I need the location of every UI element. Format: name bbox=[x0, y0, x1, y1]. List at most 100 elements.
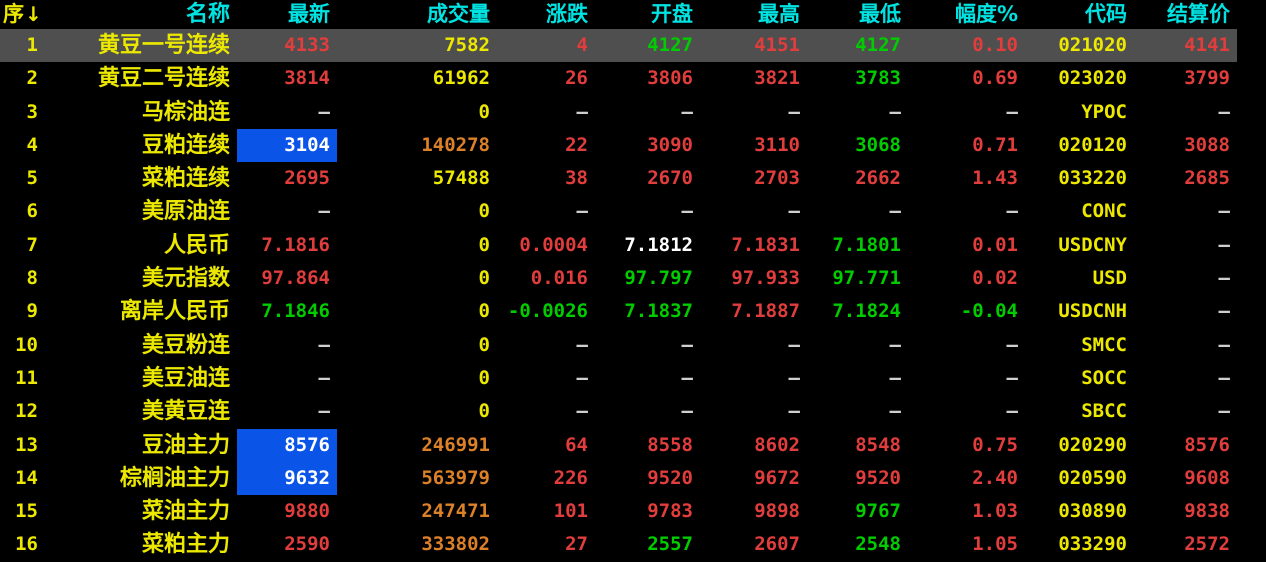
quote-row[interactable]: 4 豆粕连续 3104 140278 22 3090 3110 3068 0.71 020120 3… bbox=[0, 128, 1237, 163]
cell-seq: 7 bbox=[26, 233, 38, 256]
cell-name: 黄豆一号连续 bbox=[97, 33, 230, 58]
cell-open: — bbox=[681, 100, 693, 123]
quote-row[interactable]: 14 棕榈油主力 9632 563979 226 9520 9672 9520 2.40 0205… bbox=[0, 461, 1237, 496]
cell-latest: 97.864 bbox=[261, 267, 330, 290]
quote-row[interactable]: 13 豆油主力 8576 246991 64 8558 8602 8548 0.75 020290… bbox=[0, 428, 1237, 462]
cell-low: — bbox=[889, 400, 901, 423]
cell-settle: 8576 bbox=[1184, 433, 1230, 456]
quote-row[interactable]: 9 离岸人民币 7.1846 0 -0.0026 7.1837 7.1887 7.1824 -0… bbox=[0, 295, 1237, 328]
cell-change: -0.0026 bbox=[507, 300, 588, 323]
cell-name: 豆油主力 bbox=[141, 432, 230, 458]
col-header-low[interactable]: 最低 bbox=[859, 2, 901, 26]
cell-volume: 0 bbox=[478, 333, 490, 356]
cell-settle: 9838 bbox=[1184, 500, 1230, 523]
quote-row[interactable]: 16 菜粕主力 2590 333802 27 2557 2607 2548 1.05 033290… bbox=[0, 528, 1237, 561]
cell-volume: 61962 bbox=[432, 67, 490, 90]
cell-name: 美元指数 bbox=[141, 266, 230, 292]
cell-low: 2662 bbox=[855, 167, 901, 190]
cell-name: 离岸人民币 bbox=[119, 299, 230, 325]
cell-low: — bbox=[889, 100, 901, 123]
quote-row[interactable]: 2 黄豆二号连续 3814 61962 26 3806 3821 3783 0.69 023020… bbox=[0, 62, 1237, 95]
cell-open: — bbox=[681, 333, 693, 356]
cell-settle: 2572 bbox=[1184, 533, 1230, 556]
cell-latest: — bbox=[318, 200, 330, 223]
cell-high: 9672 bbox=[754, 466, 800, 489]
cell-change: — bbox=[576, 100, 588, 123]
cell-settle: — bbox=[1218, 333, 1230, 356]
cell-latest: 3814 bbox=[284, 67, 330, 90]
cell-seq: 5 bbox=[26, 167, 38, 190]
cell-low: 9767 bbox=[855, 500, 901, 523]
cell-high: 97.933 bbox=[731, 267, 800, 290]
cell-seq: 14 bbox=[15, 466, 38, 489]
col-header-high[interactable]: 最高 bbox=[758, 2, 800, 26]
col-header-seq[interactable]: 序↓ bbox=[3, 2, 42, 26]
cell-settle: — bbox=[1218, 400, 1230, 423]
cell-seq: 2 bbox=[26, 67, 38, 90]
col-header-settle[interactable]: 结算价 bbox=[1167, 2, 1230, 26]
cell-seq: 15 bbox=[15, 500, 38, 523]
cell-range: 0.01 bbox=[972, 233, 1018, 256]
quote-row[interactable]: 6 美原油连 — 0 — — — — — CONC — bbox=[0, 195, 1237, 228]
cell-code: 033290 bbox=[1058, 533, 1127, 556]
col-header-change[interactable]: 涨跌 bbox=[546, 2, 588, 26]
col-header-volume[interactable]: 成交量 bbox=[427, 2, 490, 26]
quote-row[interactable]: 7 人民币 7.1816 0 0.0004 7.1812 7.1831 7.1801 0.01 U… bbox=[0, 229, 1237, 262]
cell-high: 8602 bbox=[754, 433, 800, 456]
cell-high: 2703 bbox=[754, 167, 800, 190]
quote-row[interactable]: 12 美黄豆连 — 0 — — — — — SBCC — bbox=[0, 395, 1237, 428]
cell-open: 7.1837 bbox=[624, 300, 693, 323]
cell-range: — bbox=[1006, 333, 1018, 356]
col-header-open[interactable]: 开盘 bbox=[651, 2, 693, 26]
table-body: 1 黄豆一号连续 4133 7582 4 4127 4151 4127 0.10 021020 41… bbox=[0, 29, 1237, 562]
quote-row[interactable]: 10 美豆粉连 — 0 — — — — — SMCC — bbox=[0, 329, 1237, 362]
quote-row[interactable]: 5 菜粕连续 2695 57488 38 2670 2703 2662 1.43 033220 26… bbox=[0, 162, 1237, 195]
cell-open: 2670 bbox=[647, 167, 693, 190]
cell-open: 9783 bbox=[647, 500, 693, 523]
cell-change: 22 bbox=[565, 133, 588, 156]
cell-open: 3090 bbox=[647, 133, 693, 156]
cell-low: 97.771 bbox=[832, 267, 901, 290]
quote-row[interactable]: 1 黄豆一号连续 4133 7582 4 4127 4151 4127 0.10 021020 41… bbox=[0, 29, 1237, 63]
col-header-latest[interactable]: 最新 bbox=[288, 2, 330, 26]
cell-change: 101 bbox=[553, 500, 588, 523]
quote-row[interactable]: 8 美元指数 97.864 0 0.016 97.797 97.933 97.771 0.02 U… bbox=[0, 262, 1237, 295]
quote-row[interactable]: 11 美豆油连 — 0 — — — — — SOCC — bbox=[0, 362, 1237, 395]
cell-volume: 0 bbox=[478, 400, 490, 423]
cell-code: 030890 bbox=[1058, 500, 1127, 523]
cell-range: -0.04 bbox=[960, 300, 1018, 323]
cell-volume: 563979 bbox=[421, 466, 490, 489]
cell-high: 4151 bbox=[754, 34, 800, 56]
cell-seq: 6 bbox=[26, 200, 38, 223]
cell-change: — bbox=[576, 200, 588, 223]
header-row: 序↓ 名称 最新 成交量 涨跌 开盘 最高 最低 幅度% 代码 结算价 bbox=[0, 0, 1237, 29]
quote-row[interactable]: 15 菜油主力 9880 247471 101 9783 9898 9767 1.03 03089… bbox=[0, 495, 1237, 528]
cell-latest: 4133 bbox=[284, 34, 330, 56]
quote-row[interactable]: 3 马棕油连 — 0 — — — — — YPOC — bbox=[0, 96, 1237, 129]
col-header-name[interactable]: 名称 bbox=[185, 2, 230, 27]
cell-seq: 1 bbox=[26, 34, 38, 56]
cell-seq: 8 bbox=[26, 267, 38, 290]
cell-volume: 7582 bbox=[444, 34, 490, 56]
cell-open: 9520 bbox=[647, 466, 693, 489]
cell-name: 豆粕连续 bbox=[141, 132, 230, 158]
cell-low: — bbox=[889, 200, 901, 223]
cell-low: 7.1801 bbox=[832, 233, 901, 256]
cell-open: 97.797 bbox=[624, 267, 693, 290]
cell-latest: — bbox=[318, 100, 330, 123]
cell-range: 0.02 bbox=[972, 267, 1018, 290]
cell-open: 7.1812 bbox=[624, 233, 693, 256]
cell-volume: 0 bbox=[478, 233, 490, 256]
cell-name: 菜粕连续 bbox=[141, 166, 230, 192]
cell-range: 1.43 bbox=[972, 167, 1018, 190]
cell-seq: 12 bbox=[15, 400, 38, 423]
cell-code: USDCNH bbox=[1058, 300, 1127, 323]
cell-code: USDCNY bbox=[1058, 233, 1127, 256]
cell-high: 9898 bbox=[754, 500, 800, 523]
col-header-range[interactable]: 幅度% bbox=[954, 2, 1018, 26]
cell-change: 4 bbox=[576, 34, 588, 56]
cell-code: 023020 bbox=[1058, 67, 1127, 90]
cell-high: 3110 bbox=[754, 133, 800, 156]
cell-code: SBCC bbox=[1081, 400, 1127, 423]
col-header-code[interactable]: 代码 bbox=[1085, 2, 1127, 26]
